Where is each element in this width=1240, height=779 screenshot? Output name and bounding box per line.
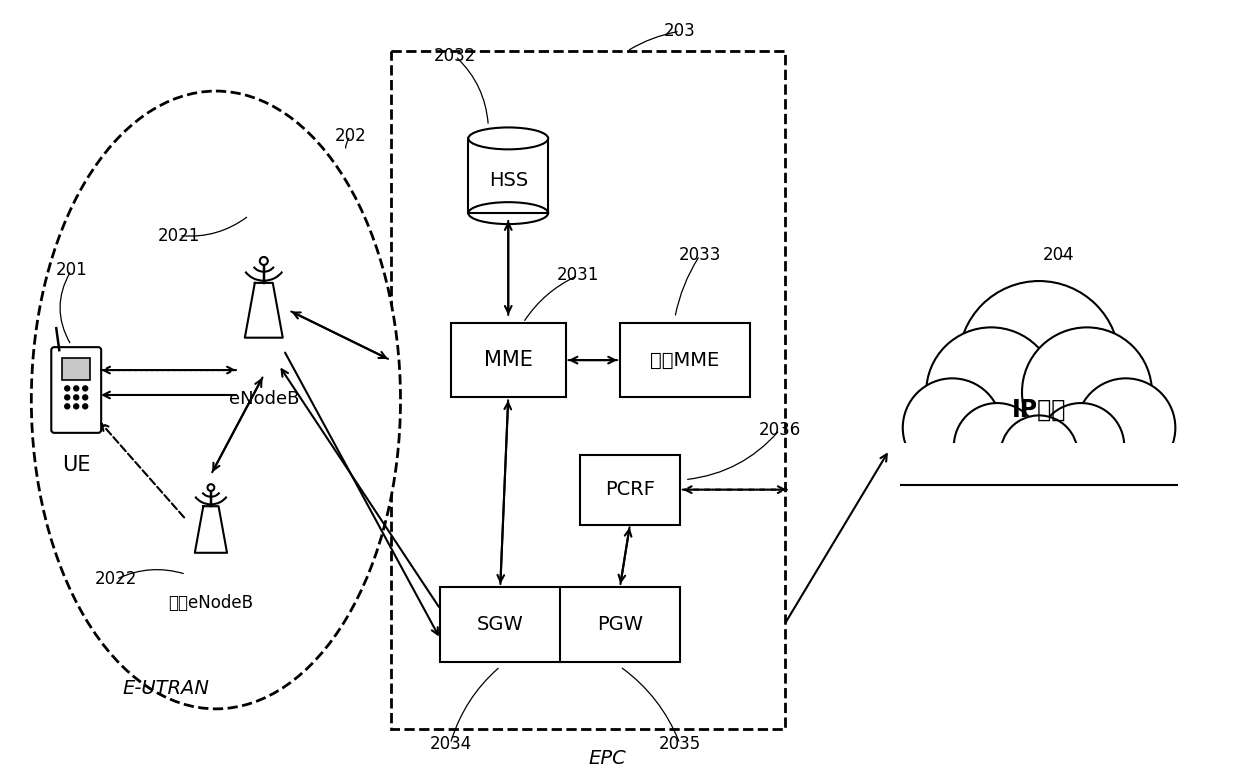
Circle shape: [207, 485, 215, 491]
Circle shape: [926, 327, 1056, 457]
Text: EPC: EPC: [589, 749, 626, 768]
Text: 2031: 2031: [557, 266, 599, 284]
Text: 2035: 2035: [658, 735, 701, 753]
Circle shape: [64, 386, 69, 391]
Circle shape: [73, 386, 78, 391]
Text: 204: 204: [1043, 246, 1075, 265]
Circle shape: [1076, 379, 1176, 478]
Circle shape: [64, 404, 69, 409]
Text: 2021: 2021: [157, 227, 200, 245]
Polygon shape: [195, 506, 227, 553]
Text: E-UTRAN: E-UTRAN: [123, 679, 210, 699]
Text: 2032: 2032: [434, 48, 476, 65]
Text: 2036: 2036: [759, 421, 801, 439]
Text: 其它eNodeB: 其它eNodeB: [169, 594, 253, 612]
Text: 2034: 2034: [429, 735, 471, 753]
Text: HSS: HSS: [489, 171, 528, 190]
FancyBboxPatch shape: [51, 347, 102, 433]
Polygon shape: [244, 283, 283, 337]
Circle shape: [1001, 415, 1078, 492]
Circle shape: [903, 379, 1002, 478]
Text: 201: 201: [56, 262, 87, 280]
Ellipse shape: [31, 91, 401, 709]
Text: PCRF: PCRF: [605, 480, 655, 499]
Text: 202: 202: [335, 127, 367, 145]
Circle shape: [83, 395, 88, 400]
Circle shape: [73, 404, 78, 409]
Text: UE: UE: [62, 455, 91, 474]
Circle shape: [1038, 403, 1125, 489]
Text: IP业务: IP业务: [1012, 398, 1066, 422]
Circle shape: [954, 403, 1040, 489]
Text: 203: 203: [663, 23, 696, 41]
Circle shape: [260, 257, 268, 265]
Bar: [580, 455, 680, 524]
Bar: [620, 323, 750, 397]
Bar: [451, 323, 565, 397]
Circle shape: [959, 281, 1120, 442]
Bar: [62, 358, 91, 380]
Bar: [901, 443, 1177, 520]
Circle shape: [64, 395, 69, 400]
Bar: [469, 139, 548, 213]
Text: 2022: 2022: [95, 570, 138, 588]
Circle shape: [73, 395, 78, 400]
Circle shape: [83, 386, 88, 391]
Ellipse shape: [469, 128, 548, 150]
Bar: [391, 51, 785, 729]
Circle shape: [83, 404, 88, 409]
Text: MME: MME: [484, 350, 533, 370]
Text: SGW: SGW: [477, 615, 523, 633]
Bar: [440, 587, 680, 661]
Circle shape: [1022, 327, 1152, 457]
Text: eNodeB: eNodeB: [228, 390, 299, 408]
Ellipse shape: [469, 203, 548, 224]
Text: 其它MME: 其它MME: [650, 351, 719, 369]
Text: 2033: 2033: [678, 246, 720, 265]
Text: PGW: PGW: [596, 615, 644, 633]
